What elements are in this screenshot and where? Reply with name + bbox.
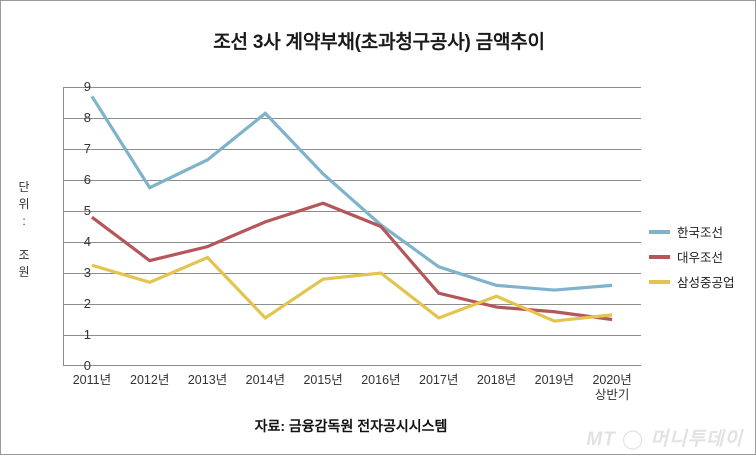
x-axis-tick-label: 2017년 <box>402 373 476 388</box>
y-axis-unit-char: 조 <box>18 248 30 262</box>
series-line <box>90 201 613 322</box>
x-axis-tick-label-main: 2020년 <box>592 373 632 387</box>
watermark-prefix: MT <box>586 429 616 450</box>
y-axis-tick-label: 2 <box>83 296 91 311</box>
x-axis-tick-label: 2020년 상반기 <box>575 373 649 403</box>
x-axis-tick-label-main: 2013년 <box>187 373 228 387</box>
legend-item-label: 한국조선 <box>677 226 724 240</box>
watermark-text: 머니투데이 <box>650 429 743 450</box>
gridline <box>63 87 641 88</box>
chart-title: 조선 3사 계약부채(초과청구공사) 금액추이 <box>213 32 545 53</box>
y-axis-tick-label: 5 <box>83 203 91 218</box>
gridline <box>63 335 641 336</box>
legend-item[interactable]: 삼성중공업 <box>649 269 755 294</box>
x-axis-tick-label: 2019년 <box>517 373 591 388</box>
series-line <box>91 255 613 323</box>
y-axis-tick-label: 9 <box>83 79 91 94</box>
legend-item[interactable]: 대우조선 <box>649 244 755 269</box>
gridline <box>63 273 641 274</box>
x-axis-tick-label: 2018년 <box>460 373 534 388</box>
series-lines <box>90 95 613 323</box>
gridline <box>63 118 641 119</box>
plot-frame <box>63 87 641 366</box>
series-line <box>90 95 613 292</box>
plot-area <box>63 87 641 366</box>
y-axis-unit-char: 위 <box>18 197 30 211</box>
gridline <box>63 242 641 243</box>
x-axis-tick-label: 2016년 <box>344 373 418 388</box>
legend-item[interactable]: 한국조선 <box>649 219 755 244</box>
watermark: MT ◯ 머니투데이 <box>586 424 743 451</box>
gridline <box>63 304 641 305</box>
x-axis-tick-label: 2014년 <box>228 373 302 388</box>
x-axis-tick-label-main: 2018년 <box>476 373 517 387</box>
source-caption: 자료: 금융감독원 전자공시시스템 <box>254 418 448 434</box>
y-axis-tick-label: 8 <box>83 110 91 125</box>
y-axis-tick-label: 4 <box>83 234 91 249</box>
x-axis-tick-label-main: 2019년 <box>534 373 574 387</box>
legend-color-swatch-icon <box>649 254 670 259</box>
legend-item-label: 대우조선 <box>677 251 724 265</box>
y-axis-tick-label: 0 <box>83 358 91 373</box>
y-axis-tick-label: 3 <box>83 265 91 280</box>
y-axis-unit-char: 단 <box>18 180 30 194</box>
y-axis-unit-char: 원 <box>18 265 30 279</box>
gridline <box>63 211 641 212</box>
x-axis-tick-label: 2012년 <box>113 373 187 388</box>
y-axis-tick-label: 7 <box>83 141 91 156</box>
x-axis-tick-label-main: 2017년 <box>419 373 459 387</box>
y-axis-unit-char: : <box>22 214 26 228</box>
legend-color-swatch-icon <box>649 279 670 284</box>
x-axis-tick-label-main: 2012년 <box>130 373 170 387</box>
x-axis-tick-label: 2013년 <box>171 373 245 388</box>
legend-color-swatch-icon <box>649 229 670 234</box>
x-axis-tick-label-main: 2014년 <box>245 373 285 387</box>
y-axis-tick-label: 1 <box>83 327 91 342</box>
gridline <box>63 180 641 181</box>
legend-item-label: 삼성중공업 <box>677 276 735 290</box>
y-axis-unit-char <box>15 230 33 247</box>
x-axis-tick-label-main: 2016년 <box>361 373 401 387</box>
gridline <box>63 149 641 150</box>
y-axis-tick-label: 6 <box>83 172 91 187</box>
x-axis-tick-label: 2011년 <box>55 373 129 388</box>
x-axis-tick-label-main: 2011년 <box>72 373 112 387</box>
x-axis-tick-label-main: 2015년 <box>303 373 343 387</box>
x-axis-tick-label: 2015년 <box>286 373 360 388</box>
watermark-logo-icon: ◯ <box>622 429 645 450</box>
x-axis-tick-label-sub: 상반기 <box>594 388 630 402</box>
